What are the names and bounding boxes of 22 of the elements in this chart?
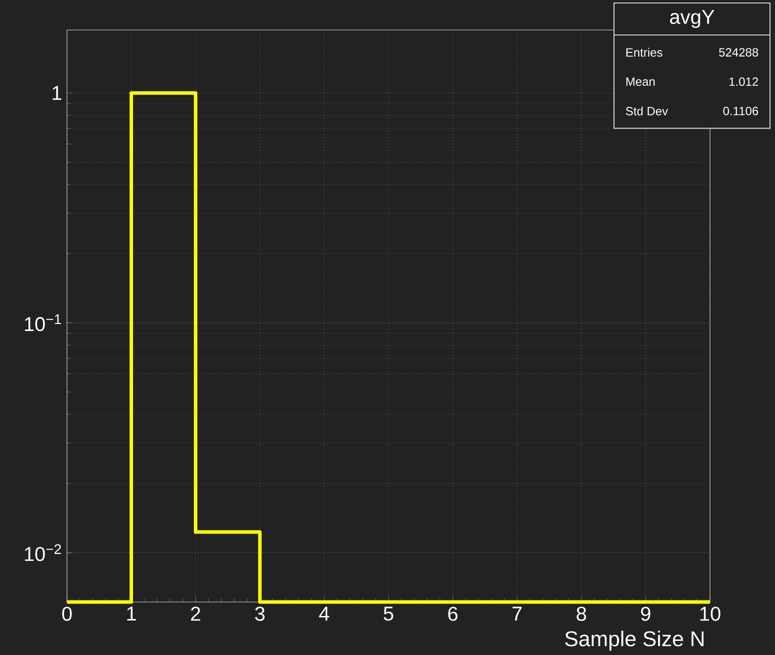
x-tick-label: 3 [255,606,265,621]
x-tick-label: 8 [576,606,586,621]
x-tick-label: 6 [448,606,458,621]
annotation: Mean [626,77,655,86]
annotation: Entries [626,48,662,57]
y-tick-label: 10$^{−2}$ [24,544,61,562]
text: 1.012 [730,77,758,86]
y-tick-label: 10$^{−1}$ [24,314,61,332]
y-tick-label: 1 [52,86,62,100]
x-tick-label: 7 [512,606,522,620]
text: avgY [670,10,714,28]
text: 0.1106 [723,106,758,116]
x-axis-title: Sample Size N [565,630,704,651]
x-tick-label: 5 [384,606,394,621]
annotation: Std Dev [626,106,668,116]
x-tick-label: 0 [62,606,72,621]
x-tick-label: 9 [641,606,650,621]
x-tick-label: 2 [191,606,200,621]
x-tick-label: 4 [319,606,330,620]
x-tick-label: 10 [700,606,720,621]
x-tick-label: 1 [127,606,136,620]
text: 524288 [719,48,758,57]
